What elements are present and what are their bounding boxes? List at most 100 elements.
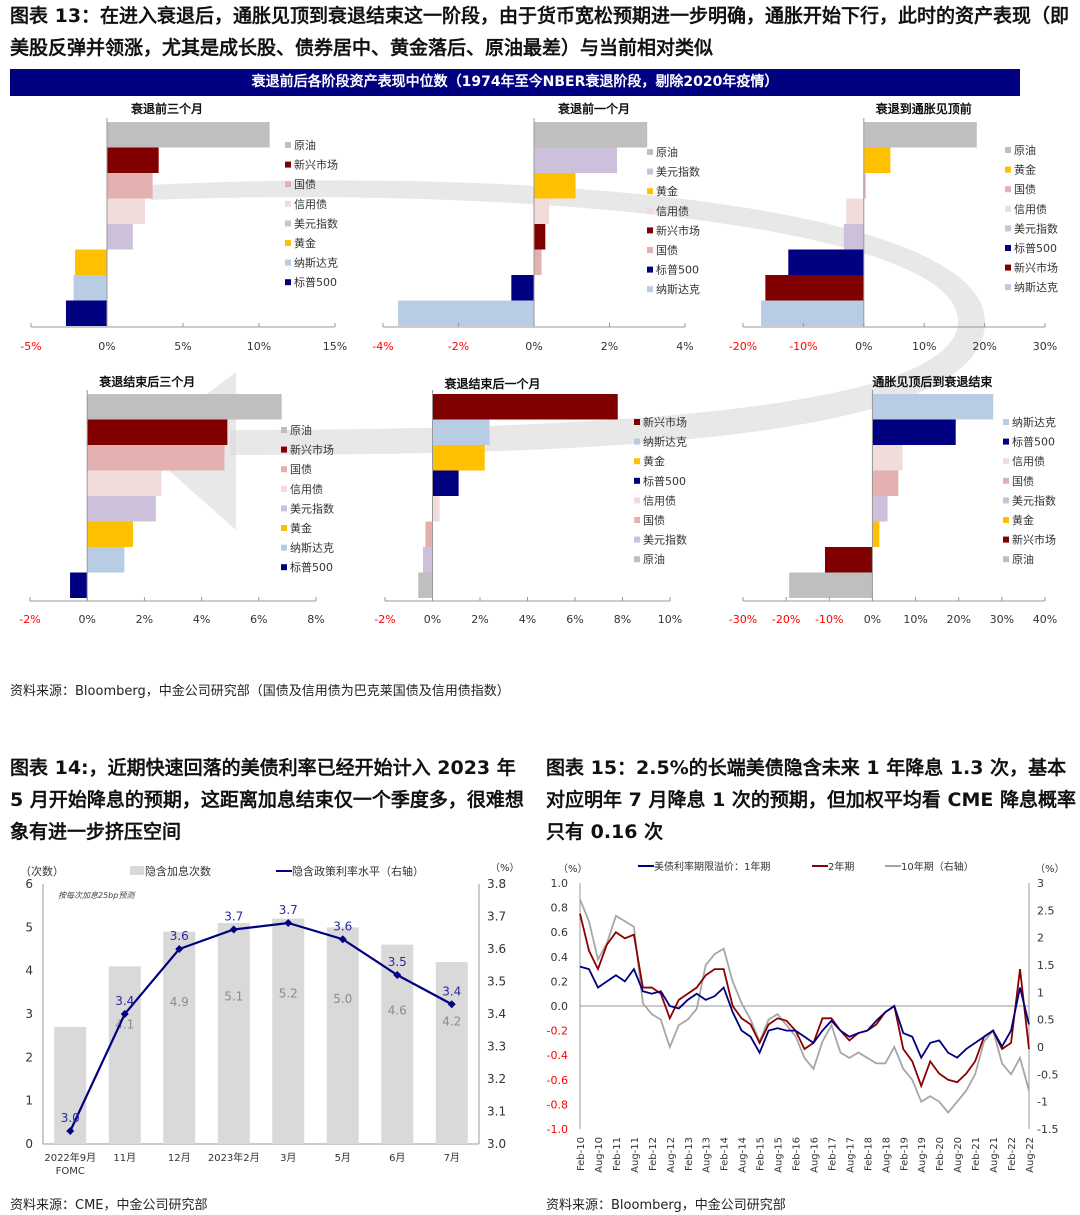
rate-marker — [284, 919, 293, 927]
legend-label: 美元指数 — [1014, 221, 1058, 235]
x-tick-label: Feb-10 — [576, 1137, 587, 1171]
x-tick-label: 10% — [658, 613, 682, 626]
legend-label: 10年期（右轴） — [901, 860, 974, 873]
x-tick-label: Aug-11 — [630, 1137, 641, 1173]
bar-标普500 — [432, 470, 459, 496]
left-tick-label: 0.0 — [551, 1000, 569, 1013]
series-line — [579, 899, 1030, 1115]
legend-label: 标普500 — [290, 560, 333, 574]
legend-label: 国债 — [643, 513, 665, 527]
x-tick-label: Aug-21 — [989, 1137, 1000, 1173]
legend-swatch — [285, 240, 291, 246]
bar-美元指数 — [843, 224, 864, 250]
legend-label: 美债利率期限溢价：1年期 — [654, 860, 770, 873]
rate-label: 3.6 — [333, 919, 352, 933]
legend-swatch — [634, 556, 640, 563]
legend-label: 信用债 — [656, 204, 689, 218]
legend-label: 国债 — [1014, 182, 1036, 196]
x-tick-label: 0% — [864, 613, 881, 626]
x-tick-label: Aug-14 — [738, 1137, 749, 1173]
bar-美元指数 — [87, 496, 156, 522]
legend-label: 新兴市场 — [643, 415, 687, 429]
x-tick-label: 5% — [174, 340, 191, 353]
legend-label: 标普500 — [656, 263, 699, 277]
bar-label: 5.2 — [279, 987, 298, 1001]
left-tick-label: -0.6 — [547, 1074, 568, 1087]
bar-新兴市场 — [107, 147, 159, 173]
bar-原油 — [789, 572, 873, 598]
legend-label: 原油 — [656, 145, 678, 159]
bar-新兴市场 — [534, 224, 546, 250]
left-tick-label: 5 — [25, 920, 33, 934]
legend-swatch — [285, 259, 291, 266]
bar-国债 — [863, 173, 866, 199]
right-tick-label: 3.2 — [487, 1072, 506, 1086]
bar-原油 — [863, 122, 977, 148]
legend-label: 标普500 — [1012, 435, 1055, 449]
legend-label: 美元指数 — [290, 501, 334, 515]
bar-美元指数 — [423, 547, 433, 573]
figure13-source: 资料来源：Bloomberg，中金公司研究部（国债及信用债为巴克莱国债及信用债指… — [10, 684, 510, 699]
legend-label: 原油 — [1014, 143, 1036, 157]
x-tick-label: 4% — [676, 340, 693, 353]
legend-swatch — [1005, 245, 1011, 251]
bar-新兴市场 — [824, 547, 873, 573]
bar-新兴市场 — [87, 419, 228, 445]
legend-swatch — [1005, 225, 1011, 232]
legend-label: 纳斯达克 — [294, 257, 338, 270]
legend-label: 黄金 — [656, 184, 678, 198]
right-tick-label: -1.5 — [1037, 1123, 1058, 1136]
left-tick-label: 0.6 — [551, 926, 569, 939]
legend-swatch — [634, 477, 640, 484]
bar-黄金 — [87, 521, 133, 547]
legend-label: 信用债 — [290, 482, 323, 496]
x-tick-label: Aug-10 — [594, 1137, 605, 1173]
bar-原油 — [418, 572, 433, 598]
bar — [381, 944, 414, 1144]
bar — [435, 962, 468, 1144]
x-tick-label: -2% — [448, 340, 469, 353]
bar-新兴市场 — [432, 394, 618, 420]
legend-label: 信用债 — [1012, 454, 1045, 468]
legend-swatch — [285, 220, 291, 227]
right-tick-label: 3.3 — [487, 1040, 506, 1054]
chart-title: 衰退前一个月 — [557, 101, 630, 116]
x-tick-label: -2% — [19, 613, 40, 626]
chart-title: 衰退到通胀见顶前 — [875, 101, 972, 116]
bar-label: 4.6 — [388, 1003, 407, 1017]
legend-label: 国债 — [1012, 474, 1034, 488]
legend-swatch — [1003, 477, 1009, 484]
chart-title: 通胀见顶后到衰退结束 — [872, 374, 993, 389]
x-tick-label: 0% — [98, 340, 115, 353]
legend-label: 纳斯达克 — [1012, 416, 1056, 429]
figure15-source: 资料来源：Bloomberg，中金公司研究部 — [546, 1198, 786, 1213]
rate-marker — [338, 935, 347, 944]
chart-title: 衰退结束后一个月 — [443, 376, 540, 391]
x-tick-label: 4% — [193, 613, 210, 626]
bar-label: 5.0 — [333, 992, 352, 1006]
bar — [54, 1027, 87, 1144]
legend-label: 新兴市场 — [294, 158, 338, 172]
legend-swatch — [634, 517, 640, 523]
bar-新兴市场 — [765, 275, 864, 301]
x-tick-label: 10% — [247, 340, 271, 353]
rate-marker — [229, 925, 238, 934]
x-tick-label: 0% — [855, 340, 872, 353]
bar-纳斯达克 — [432, 419, 490, 445]
legend-swatch — [281, 466, 287, 473]
figure14-source: 资料来源：CME，中金公司研究部 — [10, 1198, 208, 1213]
x-tick-label: 8% — [307, 613, 324, 626]
bar-标普500 — [511, 275, 534, 301]
bar-黄金 — [432, 445, 485, 471]
bar — [326, 927, 359, 1144]
x-tick-label: -20% — [772, 613, 800, 626]
legend-swatch — [647, 247, 653, 253]
legend-label: 新兴市场 — [290, 443, 334, 457]
annotation: 按每次加息25bp预测 — [58, 891, 136, 900]
bar-国债 — [534, 249, 542, 275]
legend-swatch — [285, 181, 291, 188]
legend-label: 美元指数 — [294, 216, 338, 230]
right-tick-label: 1 — [1037, 986, 1044, 999]
